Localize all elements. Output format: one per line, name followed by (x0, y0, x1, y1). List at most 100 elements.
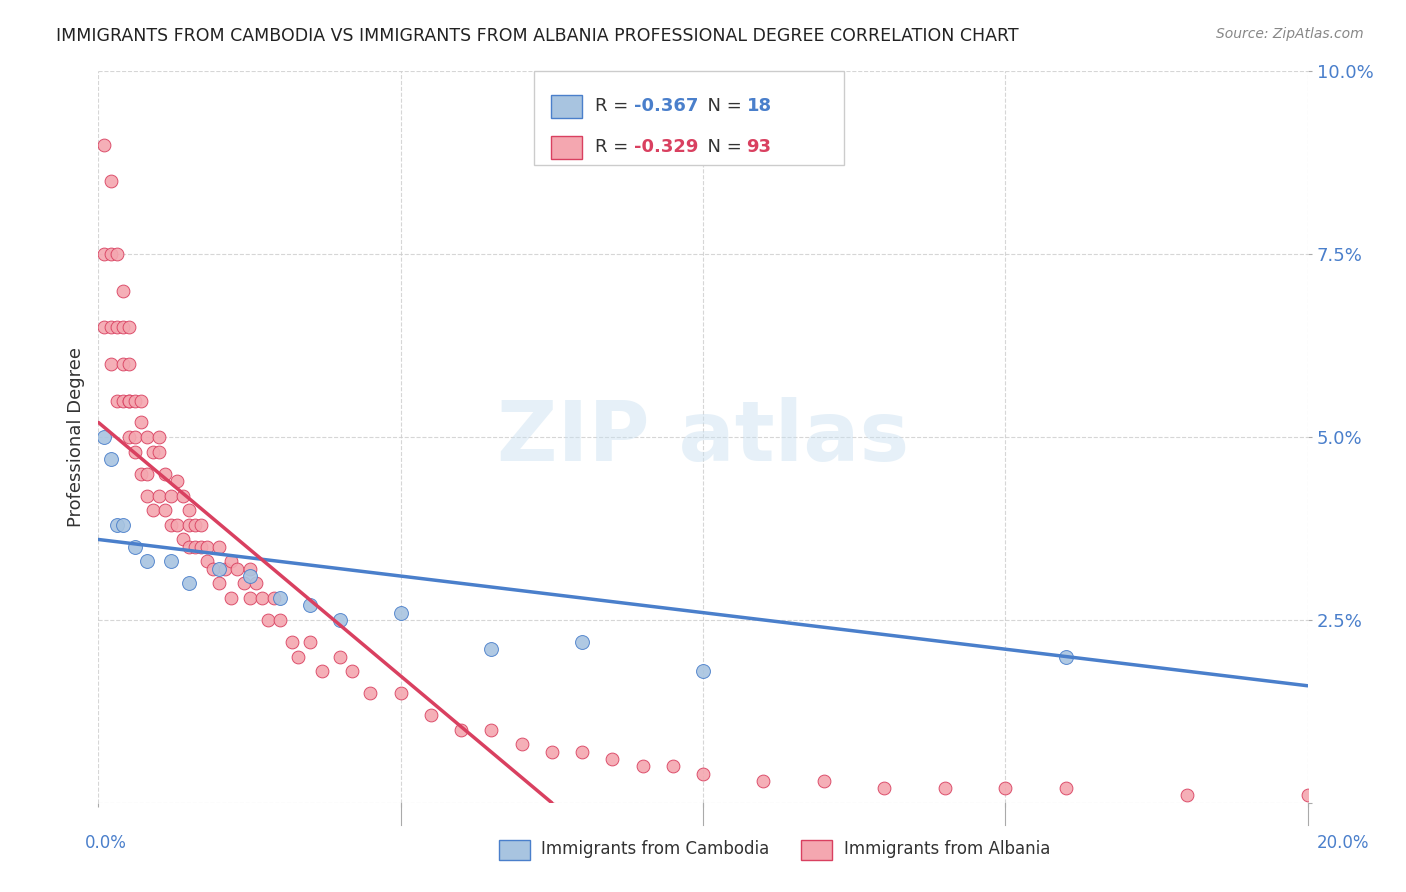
Point (105, 393, 128, 408)
Point (105, 320, 128, 334)
Point (281, 635, 304, 649)
Point (179, 503, 201, 517)
Point (160, 517, 183, 532)
Point (287, 649, 309, 664)
Point (214, 562, 236, 576)
Point (93, 247, 115, 261)
Point (100, 320, 122, 334)
Point (329, 613, 352, 627)
Text: 18: 18 (747, 97, 772, 115)
Point (118, 357, 141, 371)
Y-axis label: Professional Degree: Professional Degree (66, 347, 84, 527)
Point (342, 664, 364, 678)
Point (160, 489, 183, 503)
Point (1054, 781, 1077, 796)
Point (250, 591, 273, 605)
Text: R =: R = (595, 97, 634, 115)
Point (221, 554, 243, 568)
Text: Immigrants from Albania: Immigrants from Albania (844, 840, 1050, 858)
Point (135, 430, 157, 444)
Point (208, 562, 231, 576)
Point (148, 430, 170, 444)
Point (226, 562, 249, 576)
Point (571, 745, 593, 759)
Point (481, 723, 503, 737)
Point (135, 467, 157, 481)
Point (190, 517, 212, 532)
Point (481, 642, 503, 657)
Point (179, 517, 201, 532)
Point (129, 416, 152, 430)
Point (184, 517, 207, 532)
Point (111, 320, 134, 334)
Point (389, 606, 412, 620)
Point (245, 576, 267, 591)
Point (263, 591, 285, 605)
Text: ZIP atlas: ZIP atlas (496, 397, 910, 477)
Point (239, 562, 262, 576)
Point (93, 430, 115, 444)
Text: 20.0%: 20.0% (1316, 834, 1369, 852)
Point (195, 554, 218, 568)
Text: IMMIGRANTS FROM CAMBODIA VS IMMIGRANTS FROM ALBANIA PROFESSIONAL DEGREE CORRELAT: IMMIGRANTS FROM CAMBODIA VS IMMIGRANTS F… (56, 27, 1019, 45)
Point (256, 613, 278, 627)
Point (153, 467, 176, 481)
Point (329, 649, 352, 664)
Point (111, 284, 134, 298)
Point (389, 686, 412, 700)
Point (135, 554, 157, 568)
Point (239, 569, 262, 583)
Text: N =: N = (696, 97, 748, 115)
Text: -0.367: -0.367 (634, 97, 699, 115)
Point (124, 393, 146, 408)
Point (1054, 649, 1077, 664)
Point (129, 393, 152, 408)
Point (184, 540, 207, 554)
Point (179, 540, 201, 554)
Point (208, 576, 231, 591)
Point (873, 781, 896, 796)
Point (93, 320, 115, 334)
Point (118, 393, 141, 408)
Point (540, 745, 562, 759)
Point (160, 554, 183, 568)
Point (239, 591, 262, 605)
Point (602, 752, 624, 766)
Point (129, 467, 152, 481)
Point (153, 503, 176, 517)
Point (450, 723, 472, 737)
Point (692, 664, 714, 678)
Text: 0.0%: 0.0% (84, 834, 127, 852)
Point (166, 517, 188, 532)
Point (100, 452, 122, 467)
Point (100, 174, 122, 188)
Point (661, 759, 683, 773)
Point (269, 613, 291, 627)
Point (994, 781, 1017, 796)
Point (148, 444, 170, 458)
Point (221, 591, 243, 605)
Point (571, 635, 593, 649)
Point (269, 591, 291, 605)
Point (111, 517, 134, 532)
Point (195, 540, 218, 554)
Point (813, 773, 835, 788)
Point (118, 320, 141, 334)
Text: 93: 93 (747, 138, 772, 156)
Point (100, 247, 122, 261)
Point (190, 540, 212, 554)
Point (510, 737, 533, 751)
Text: Immigrants from Cambodia: Immigrants from Cambodia (541, 840, 769, 858)
Point (142, 503, 165, 517)
Point (420, 708, 443, 723)
Point (118, 393, 141, 408)
Point (631, 759, 654, 773)
Point (232, 576, 254, 591)
Point (360, 686, 382, 700)
Point (179, 576, 201, 591)
Point (172, 489, 194, 503)
Point (118, 430, 141, 444)
Point (1296, 789, 1319, 803)
Point (1175, 789, 1198, 803)
Point (124, 430, 146, 444)
